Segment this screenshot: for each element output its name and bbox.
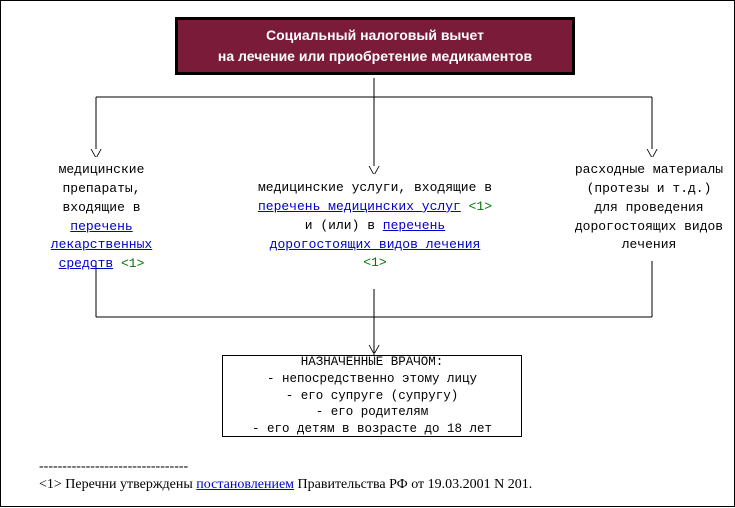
footnote: <1> Перечни утверждены постановлением Пр… [39,477,532,493]
branch-center-ref2: <1> [363,255,386,270]
assigned-item-2: - его родителям [227,404,517,421]
branch-center-link1[interactable]: перечень медицинских услуг [258,199,461,214]
branch-center-text1: медицинские услуги, входящие в [258,180,492,195]
footnote-link[interactable]: постановлением [196,477,294,492]
branch-left-ref: <1> [113,256,144,271]
arrowhead: \/ [90,149,101,161]
assigned-item-1: - его супруге (супругу) [227,388,517,405]
branch-right: расходные материалы (протезы и т.д.) для… [574,161,724,255]
assigned-item-3: - его детям в возрасте до 18 лет [227,421,517,438]
assigned-title: НАЗНАЧЕННЫЕ ВРАЧОМ: [227,354,517,371]
branch-center-text2: и (или) в [305,218,383,233]
header-box: Социальный налоговый вычет на лечение ил… [175,17,575,75]
arrowhead: \/ [368,166,379,178]
diagram-canvas: Социальный налоговый вычет на лечение ил… [0,0,735,507]
footnote-prefix: <1> Перечни утверждены [39,477,196,492]
header-line-2: на лечение или приобретение медикаментов [178,46,572,67]
branch-right-text: расходные материалы (протезы и т.д.) для… [575,162,723,252]
branch-left: медицинские препараты, входящие в перече… [29,161,174,274]
branch-center: медицинские услуги, входящие в перечень … [257,179,493,273]
arrowhead: \/ [646,149,657,161]
assigned-item-0: - непосредственно этому лицу [227,371,517,388]
branch-left-text1: медицинские препараты, входящие в [59,162,145,215]
branch-center-ref1: <1> [461,199,492,214]
footnote-dashes: -------------------------------- [39,459,188,475]
assigned-box: НАЗНАЧЕННЫЕ ВРАЧОМ: - непосредственно эт… [222,355,522,437]
footnote-suffix: Правительства РФ от 19.03.2001 N 201. [294,477,532,492]
header-line-1: Социальный налоговый вычет [178,25,572,46]
